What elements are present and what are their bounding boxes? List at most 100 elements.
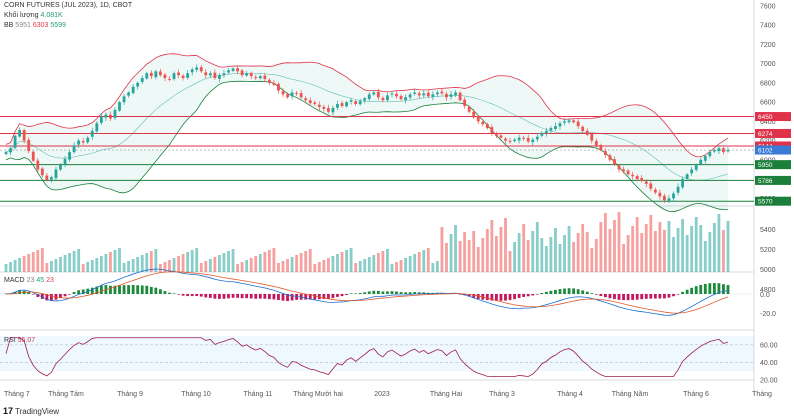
volume-bar	[563, 235, 566, 272]
macd-histogram-bar	[567, 288, 571, 294]
macd-histogram-bar	[109, 285, 112, 294]
volume-bar	[286, 259, 289, 272]
volume-bar	[381, 251, 385, 272]
volume-bar	[281, 261, 285, 272]
price-candle	[163, 74, 167, 79]
macd-histogram-bar	[563, 288, 566, 294]
macd-histogram-bar	[549, 290, 553, 294]
volume-bar	[236, 264, 239, 272]
macd-histogram-bar	[90, 287, 94, 294]
macd-histogram-bar	[699, 284, 703, 294]
volume-axis-tick-label: 5000	[760, 267, 776, 274]
price-candle	[208, 73, 212, 76]
time-axis-tick-label: Tháng Năm	[612, 391, 649, 398]
macd-histogram-bar	[476, 294, 480, 299]
macd-histogram-bar	[608, 294, 612, 299]
price-candle	[304, 98, 308, 101]
volume-bar	[86, 262, 90, 272]
volume-bar	[435, 261, 439, 272]
volume-bar	[445, 243, 448, 272]
volume-bar	[208, 259, 212, 272]
time-axis-tick-label: Tháng 10	[181, 391, 211, 398]
price-candle	[127, 92, 131, 96]
volume-bar	[458, 241, 462, 272]
volume-bar	[635, 217, 639, 272]
price-candle	[672, 193, 675, 199]
volume-bar	[158, 264, 162, 272]
volume-bar	[517, 233, 521, 272]
price-candle	[499, 135, 503, 138]
volume-bar	[708, 232, 712, 272]
macd-histogram-bar	[404, 292, 408, 294]
price-candle	[458, 92, 462, 101]
macd-histogram-bar	[572, 288, 576, 294]
price-candle	[408, 94, 412, 98]
volume-bar	[18, 258, 22, 272]
macd-histogram-bar	[163, 291, 167, 294]
volume-bar	[376, 253, 380, 272]
time-axis-tick-label: Tháng	[752, 391, 772, 398]
macd-histogram-bar	[145, 285, 149, 294]
macd-histogram-bar	[27, 292, 31, 294]
volume-bar	[104, 254, 108, 272]
macd-histogram-bar	[72, 292, 76, 294]
volume-bar	[694, 217, 698, 272]
volume-bar	[263, 252, 267, 272]
price-candle	[363, 98, 367, 101]
macd-histogram-bar	[585, 291, 589, 294]
macd-value-1: 45	[36, 277, 45, 284]
volume-bar	[681, 219, 684, 272]
time-axis-tick-label: Tháng 11	[243, 391, 272, 398]
volume-bar	[277, 263, 280, 272]
volume-bar	[36, 250, 40, 272]
price-candle	[317, 104, 321, 107]
price-candle	[277, 84, 280, 91]
price-candle	[281, 91, 285, 95]
price-candle	[154, 71, 158, 78]
bb-upper-value: 6303	[32, 22, 49, 29]
macd-histogram-bar	[345, 294, 348, 295]
price-candle	[622, 169, 625, 172]
macd-histogram-bar	[417, 292, 421, 294]
price-candle	[136, 82, 140, 87]
macd-histogram-bar	[340, 294, 344, 297]
volume-bar	[667, 221, 671, 272]
macd-histogram-bar	[513, 294, 516, 300]
macd-histogram-bar	[617, 294, 621, 300]
volume-bar	[454, 225, 457, 272]
price-candle	[590, 133, 594, 141]
time-axis-tick-label: Tháng Tám	[48, 391, 84, 398]
price-candle	[617, 165, 621, 170]
price-candle	[576, 121, 580, 127]
price-candle	[681, 179, 684, 188]
price-candle	[603, 151, 607, 156]
volume-bar	[50, 261, 53, 272]
price-axis-tick-label: 6600	[760, 100, 776, 107]
price-candle	[640, 178, 644, 181]
volume-bar	[68, 253, 71, 272]
macd-histogram-bar	[122, 285, 126, 294]
price-candle	[31, 151, 35, 161]
macd-histogram-bar	[263, 294, 267, 299]
macd-histogram-bar	[603, 294, 607, 298]
macd-histogram-bar	[290, 294, 294, 301]
volume-bar	[426, 248, 430, 272]
volume-bar	[608, 229, 612, 272]
price-candle	[649, 183, 653, 189]
price-candle	[440, 91, 444, 94]
volume-bar	[331, 256, 335, 272]
macd-histogram-bar	[59, 294, 62, 299]
price-candle	[676, 186, 680, 193]
price-candle	[690, 169, 694, 174]
macd-histogram-bar	[31, 294, 35, 295]
price-candle	[54, 169, 58, 179]
tradingview-logo[interactable]: 17 TradingView	[3, 406, 59, 416]
volume-bar	[81, 264, 85, 272]
volume-bar	[535, 222, 539, 272]
volume-bar	[699, 225, 703, 272]
macd-histogram-bar	[136, 285, 140, 294]
volume-bar	[386, 249, 389, 272]
macd-histogram-bar	[240, 294, 244, 299]
price-axis-tick-label: 7200	[760, 42, 776, 49]
